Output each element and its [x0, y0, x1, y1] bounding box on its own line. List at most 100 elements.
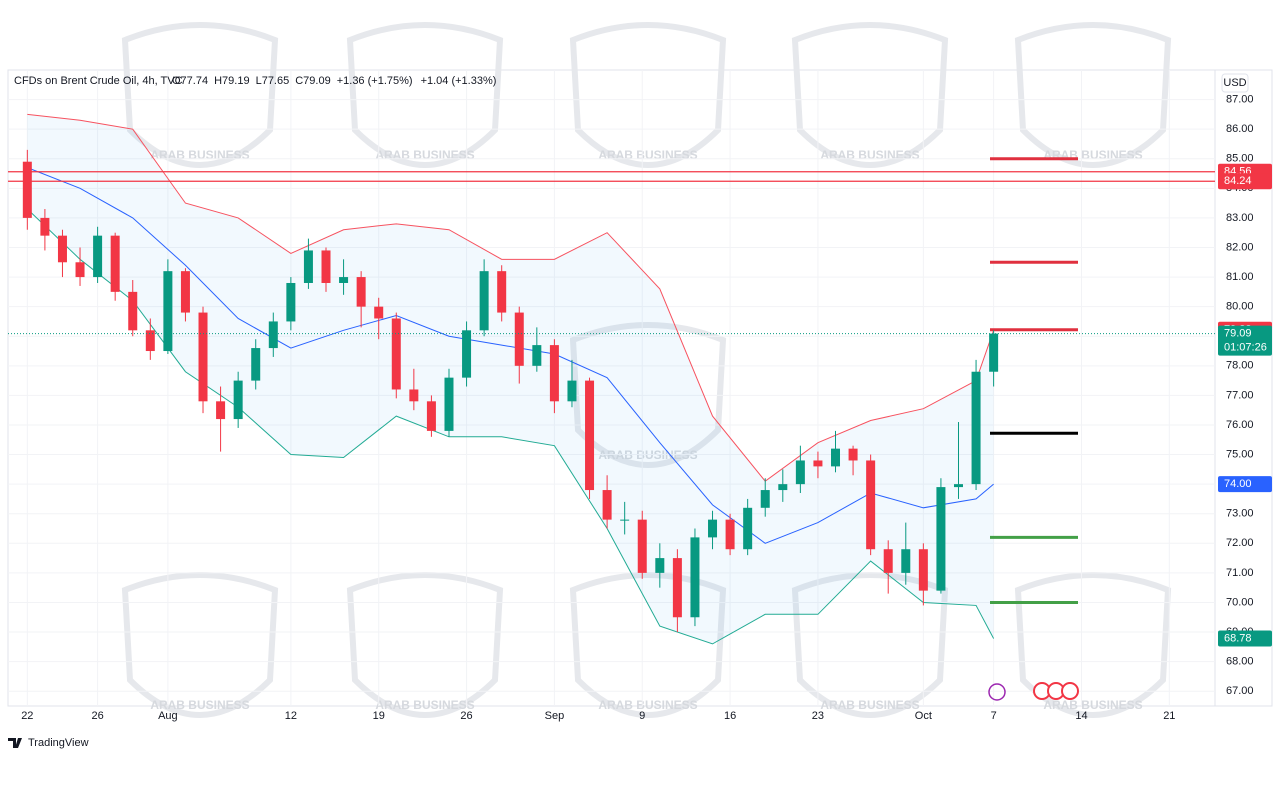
brand: TradingView [8, 737, 89, 749]
band-line [26, 208, 995, 645]
candle-body [918, 549, 928, 591]
candle-body [497, 271, 507, 313]
y-tick-label: 87.00 [1226, 93, 1254, 105]
x-tick-label: 7 [991, 710, 997, 722]
symbol: CFDs on Brent Crude Oil, 4h, TVC [14, 75, 183, 87]
currency-box[interactable] [1221, 73, 1249, 93]
candle-body [620, 519, 630, 521]
watermark-text: ARAB BUSINESS [375, 148, 474, 162]
axes: 67.0068.0069.0070.0071.0072.0073.0074.00… [21, 93, 1272, 722]
candle-body [532, 345, 542, 366]
candle-body [391, 318, 401, 390]
candle-body [145, 330, 155, 352]
ohlc-value: L77.65 [256, 75, 290, 87]
candle-body [409, 389, 419, 402]
chart-frame [7, 69, 1273, 707]
watermark-text: ARAB BUSINESS [150, 698, 249, 712]
candle-body [743, 507, 753, 550]
candle-body [216, 401, 226, 420]
candle-body [708, 519, 718, 538]
candle-body [795, 460, 805, 485]
candle-body [778, 484, 788, 491]
x-tick-label: 14 [1075, 710, 1087, 722]
watermark-shield [121, 572, 279, 718]
candle-body [725, 519, 735, 550]
watermark-text: ARAB BUSINESS [820, 698, 919, 712]
candle-body [848, 448, 858, 461]
candle-body [866, 460, 876, 550]
candle-body [128, 291, 138, 331]
watermark-shield [569, 572, 727, 718]
candle-body [268, 321, 278, 349]
legend-header: CFDs on Brent Crude Oil, 4h, TVC O77.74 H… [14, 75, 496, 87]
candle-body [321, 250, 331, 283]
change-value: +1.04 (+1.33%) [421, 75, 497, 87]
x-tick-label: 21 [1163, 710, 1175, 722]
candle-body [233, 380, 243, 420]
change-value: +1.36 (+1.75%) [337, 75, 413, 87]
x-tick-label: 16 [724, 710, 736, 722]
candle-body [989, 333, 999, 372]
candle-body [813, 460, 823, 467]
event-icons [988, 682, 1079, 701]
watermark-text: ARAB BUSINESS [1043, 698, 1142, 712]
candle-body [971, 371, 981, 485]
x-tick-label: 26 [91, 710, 103, 722]
currency: USD [1223, 77, 1246, 89]
x-tick-label: 23 [812, 710, 824, 722]
watermark-shield [121, 22, 279, 168]
candle-body [567, 380, 577, 402]
candle-body [936, 487, 946, 591]
watermark-shield [346, 572, 504, 718]
y-tick-label: 78.00 [1226, 360, 1254, 372]
candle-body [356, 277, 366, 307]
watermark-shield [569, 22, 727, 168]
candle-body [110, 235, 120, 292]
candle-body [883, 549, 893, 573]
candle-body [479, 271, 489, 331]
candle-body [549, 345, 559, 402]
x-tick-label: Oct [915, 710, 932, 722]
watermark-shield [791, 22, 949, 168]
y-tick-label: 72.00 [1226, 537, 1254, 549]
y-tick-label: 81.00 [1226, 271, 1254, 283]
x-tick-label: Aug [158, 710, 178, 722]
ohlc-value: O77.74 [172, 75, 208, 87]
x-tick-label: 22 [21, 710, 33, 722]
candle-body [760, 490, 770, 508]
x-tick-label: 19 [373, 710, 385, 722]
price-badge-label: 79.09 [1224, 327, 1252, 339]
y-tick-label: 73.00 [1226, 508, 1254, 520]
x-tick-label: Sep [545, 710, 565, 722]
price-badge-label: 74.00 [1224, 478, 1252, 490]
watermark-text: ARAB BUSINESS [598, 148, 697, 162]
candle-body [602, 490, 612, 520]
watermark-shield [569, 322, 727, 468]
y-tick-label: 83.00 [1226, 212, 1254, 224]
x-tick-label: 9 [639, 710, 645, 722]
ohlc-value: H79.19 [214, 75, 249, 87]
candle-body [901, 549, 911, 573]
y-tick-label: 77.00 [1226, 389, 1254, 401]
event-icon[interactable] [988, 683, 1006, 701]
candle-body [953, 484, 963, 488]
candle-body [339, 277, 349, 283]
band-line [27, 113, 995, 482]
price-badge [1218, 173, 1272, 190]
candle-body [286, 282, 296, 322]
candle-body [198, 312, 208, 402]
candle-body [462, 330, 472, 378]
watermark-shield [346, 22, 504, 168]
candle-body [22, 161, 32, 218]
candle-body [444, 377, 454, 431]
y-tick-label: 70.00 [1226, 596, 1254, 608]
event-icon[interactable] [1061, 682, 1079, 700]
candle-body [831, 448, 841, 467]
candle-body [93, 235, 103, 278]
candle-body [426, 401, 436, 431]
watermark-text: ARAB BUSINESS [150, 148, 249, 162]
x-tick-label: 12 [285, 710, 297, 722]
band-line [27, 167, 994, 544]
candle-body [303, 250, 313, 283]
candle-body [655, 558, 665, 573]
